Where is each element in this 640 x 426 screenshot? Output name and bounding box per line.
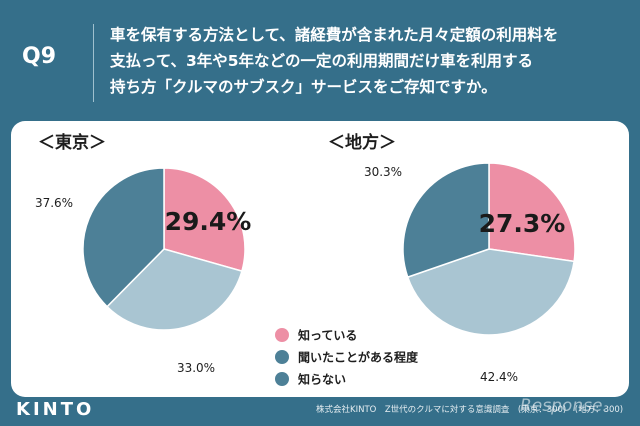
legend-swatch xyxy=(275,372,289,386)
question-line: 持ち方「クルマのサブスク」サービスをご存知ですか。 xyxy=(110,78,497,96)
question-header: Q9 車を保有する方法として、諸経費が含まれた月々定額の利用料を 支払って、3年… xyxy=(0,0,640,118)
slice-value-label: 42.4% xyxy=(480,370,518,384)
header-divider xyxy=(93,24,94,102)
question-line: 支払って、3年や5年などの一定の利用期間だけ車を利用する xyxy=(110,52,534,70)
pie-slice xyxy=(402,162,490,279)
tokyo-title: ＜東京＞ xyxy=(38,132,106,153)
regional-title: ＜地方＞ xyxy=(328,132,396,153)
slice-value-label: 29.4% xyxy=(165,207,252,236)
pie-slice xyxy=(488,162,576,263)
question-text: 車を保有する方法として、諸経費が含まれた月々定額の利用料を 支払って、3年や5年… xyxy=(110,22,630,100)
question-number: Q9 xyxy=(22,44,57,69)
legend-swatch xyxy=(275,328,289,342)
legend-label: 知らない xyxy=(297,372,346,387)
slice-value-label: 27.3% xyxy=(479,209,566,238)
pie-slice xyxy=(106,248,243,331)
slice-value-label: 30.3% xyxy=(364,165,402,179)
pie-slice xyxy=(406,248,575,336)
legend-label: 知っている xyxy=(297,328,357,343)
legend-swatch xyxy=(275,350,289,364)
pie-slice xyxy=(163,167,246,273)
legend-label: 聞いたことがある程度 xyxy=(298,350,419,365)
question-line: 車を保有する方法として、諸経費が含まれた月々定額の利用料を xyxy=(110,26,559,44)
pie-slice xyxy=(82,167,165,308)
response-watermark: Response. xyxy=(520,396,608,416)
slice-value-label: 37.6% xyxy=(35,196,73,210)
source-note: 株式会社KINTO Z世代のクルマに対する意識調査 (東京：300) (地方：3… xyxy=(316,405,624,415)
slice-value-label: 33.0% xyxy=(177,361,215,375)
kinto-logo: KINTO xyxy=(16,399,95,420)
